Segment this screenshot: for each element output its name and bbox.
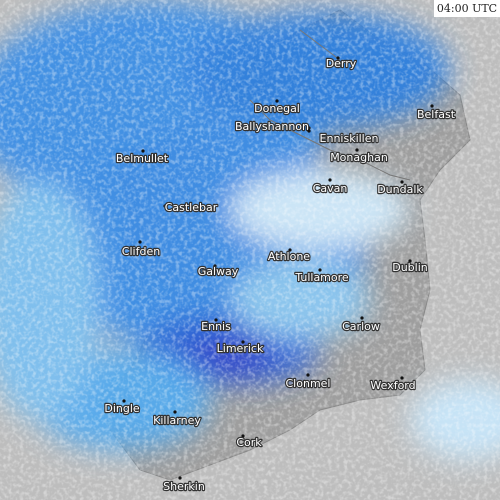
place-dot [430,104,434,108]
place-dot [408,259,412,263]
place-label: Dundalk [377,183,423,196]
place-label: Donegal [254,102,300,115]
place-label: Dingle [104,402,140,415]
place-dot [306,373,310,377]
place-dot [122,399,126,403]
place-label: Belmullet [116,152,169,165]
place-dot [213,264,217,268]
place-label: Belfast [417,108,456,121]
place-label: Galway [198,265,239,278]
place-dot [163,204,167,208]
place-dot [138,240,142,244]
place-dot [355,148,359,152]
place-dot [275,99,279,103]
place-dot [336,56,340,60]
place-label: Wexford [370,379,415,392]
place-dot [288,248,292,252]
borders [249,29,411,181]
place-label: Killarney [153,414,201,427]
place-dot [214,318,218,322]
place-label: Monaghan [330,151,388,164]
place-label: Ballyshannon [235,120,309,133]
place-label: Castlebar [165,201,218,214]
place-dot [400,376,404,380]
place-label: Clonmel [286,377,331,390]
place-label: Enniskillen [320,132,379,145]
place-label: Athlone [268,250,310,263]
place-label: Sherkin [163,480,205,493]
timestamp-box [434,0,500,17]
place-label: Derry [326,57,357,70]
place-label: Limerick [217,342,264,355]
place-dot [360,316,364,320]
place-dot [141,149,145,153]
place-label: Carlow [342,320,380,333]
places: Derry Donegal Ballyshannon Enniskillen Belfa… [103,56,457,494]
place-label: Clifden [122,245,160,258]
place-dot [318,268,322,272]
place-dot [241,340,245,344]
place-label: Dublin [392,261,428,274]
place-label: Cork [236,436,262,449]
place-dot [328,178,332,182]
place-dot [307,126,311,130]
timestamp: 04:00 UTC [437,2,497,15]
place-dot [173,410,177,414]
place-dot [178,476,182,480]
place-label: Tullamore [294,271,349,284]
place-label: Ennis [201,320,231,333]
place-dot [400,180,404,184]
place-dot [307,129,311,133]
place-dot [241,434,245,438]
place-label: Cavan [313,182,348,195]
